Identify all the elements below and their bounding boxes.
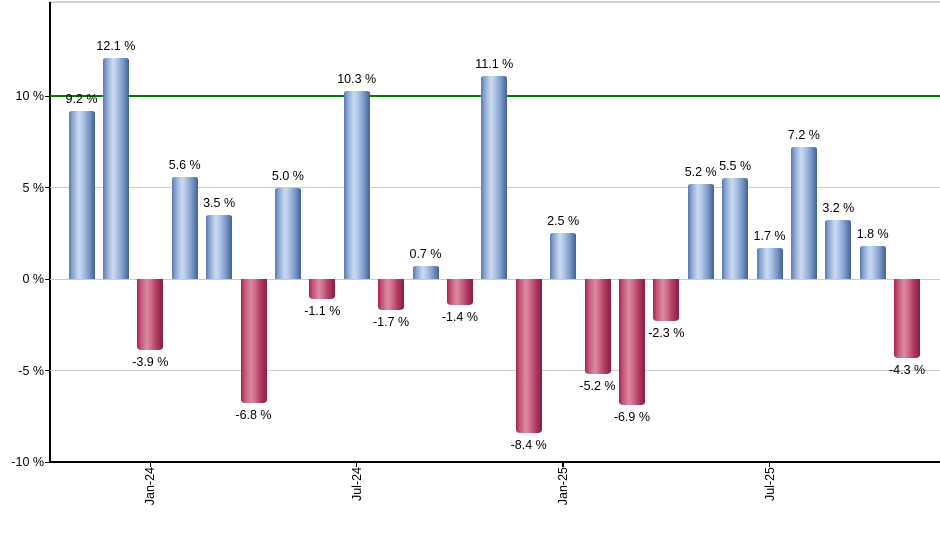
plot-top-border [50, 1, 940, 3]
bar-negative [653, 279, 680, 322]
bar-value-label: -1.7 % [373, 315, 410, 330]
bar-negative [137, 279, 164, 351]
bar-negative [446, 279, 473, 305]
bar-value-label: -2.3 % [648, 326, 685, 341]
bar-value-label: 9.2 % [65, 91, 98, 106]
bar-positive [102, 57, 129, 279]
bar-value-label: -5.2 % [579, 379, 616, 394]
y-tick-label: 5 % [22, 180, 44, 195]
bar-negative [584, 279, 611, 375]
bar-positive [171, 176, 198, 279]
bar-negative [240, 279, 267, 404]
x-tick-mark [768, 462, 771, 467]
y-tick-label: -5 % [18, 363, 44, 378]
x-tick-label: Jan-24 [143, 467, 158, 506]
x-tick-mark [149, 462, 152, 467]
y-tick-mark [45, 461, 49, 463]
bar-value-label: 5.5 % [719, 159, 752, 174]
y-tick-mark [45, 370, 49, 371]
bar-positive [825, 220, 852, 279]
bar-negative [618, 279, 645, 406]
x-tick-label: Jul-25 [762, 467, 777, 502]
gridline--5pct [50, 370, 940, 371]
bar-value-label: -4.3 % [889, 362, 926, 377]
bar-value-label: -1.4 % [441, 309, 478, 324]
bar-positive [859, 246, 886, 279]
bar-value-label: 0.7 % [409, 247, 442, 262]
bar-positive [550, 233, 577, 279]
x-axis-line [49, 461, 940, 463]
y-tick-label: 10 % [15, 89, 45, 103]
bar-value-label: 10.3 % [337, 71, 377, 86]
bar-value-label: 5.2 % [684, 164, 717, 179]
bar-positive [343, 90, 370, 279]
bar-positive [687, 183, 714, 279]
bar-positive [412, 266, 439, 279]
bar-positive [790, 147, 817, 279]
bar-value-label: 2.5 % [547, 214, 580, 229]
y-axis-line [49, 2, 51, 462]
bar-positive [274, 187, 301, 279]
bar-negative [894, 279, 921, 358]
y-tick-label: 0 % [22, 272, 44, 286]
bar-value-label: 7.2 % [787, 128, 820, 143]
y-tick-mark [45, 95, 49, 97]
y-tick-label: -10 % [11, 455, 44, 469]
bar-value-label: 3.2 % [822, 201, 855, 216]
bar-negative [378, 279, 405, 311]
bar-value-label: 1.8 % [856, 227, 889, 242]
bar-positive [722, 178, 749, 279]
bar-positive [68, 110, 95, 279]
x-tick-label: Jul-24 [349, 467, 364, 502]
y-tick-mark [45, 278, 49, 280]
x-tick-label: Jan-25 [556, 467, 571, 506]
bar-positive [206, 214, 233, 279]
bar-value-label: 12.1 % [96, 38, 136, 53]
y-tick-mark [45, 187, 49, 188]
gridline-0pct [50, 278, 940, 280]
bar-value-label: -6.8 % [235, 408, 272, 423]
bar-positive [481, 75, 508, 279]
bar-value-label: -8.4 % [510, 437, 547, 452]
bar-value-label: -1.1 % [304, 304, 341, 319]
bar-value-label: 5.6 % [168, 157, 201, 172]
bar-negative [515, 279, 542, 433]
x-tick-mark [355, 462, 358, 467]
x-tick-mark [562, 462, 564, 467]
bar-positive [756, 247, 783, 279]
bar-value-label: 3.5 % [203, 195, 236, 210]
bar-value-label: 5.0 % [271, 168, 304, 183]
bar-value-label: -6.9 % [613, 410, 650, 425]
bar-negative [309, 279, 336, 300]
bar-value-label: -3.9 % [132, 355, 169, 370]
bar-value-label: 1.7 % [753, 228, 786, 243]
bar-value-label: 11.1 % [475, 56, 514, 71]
